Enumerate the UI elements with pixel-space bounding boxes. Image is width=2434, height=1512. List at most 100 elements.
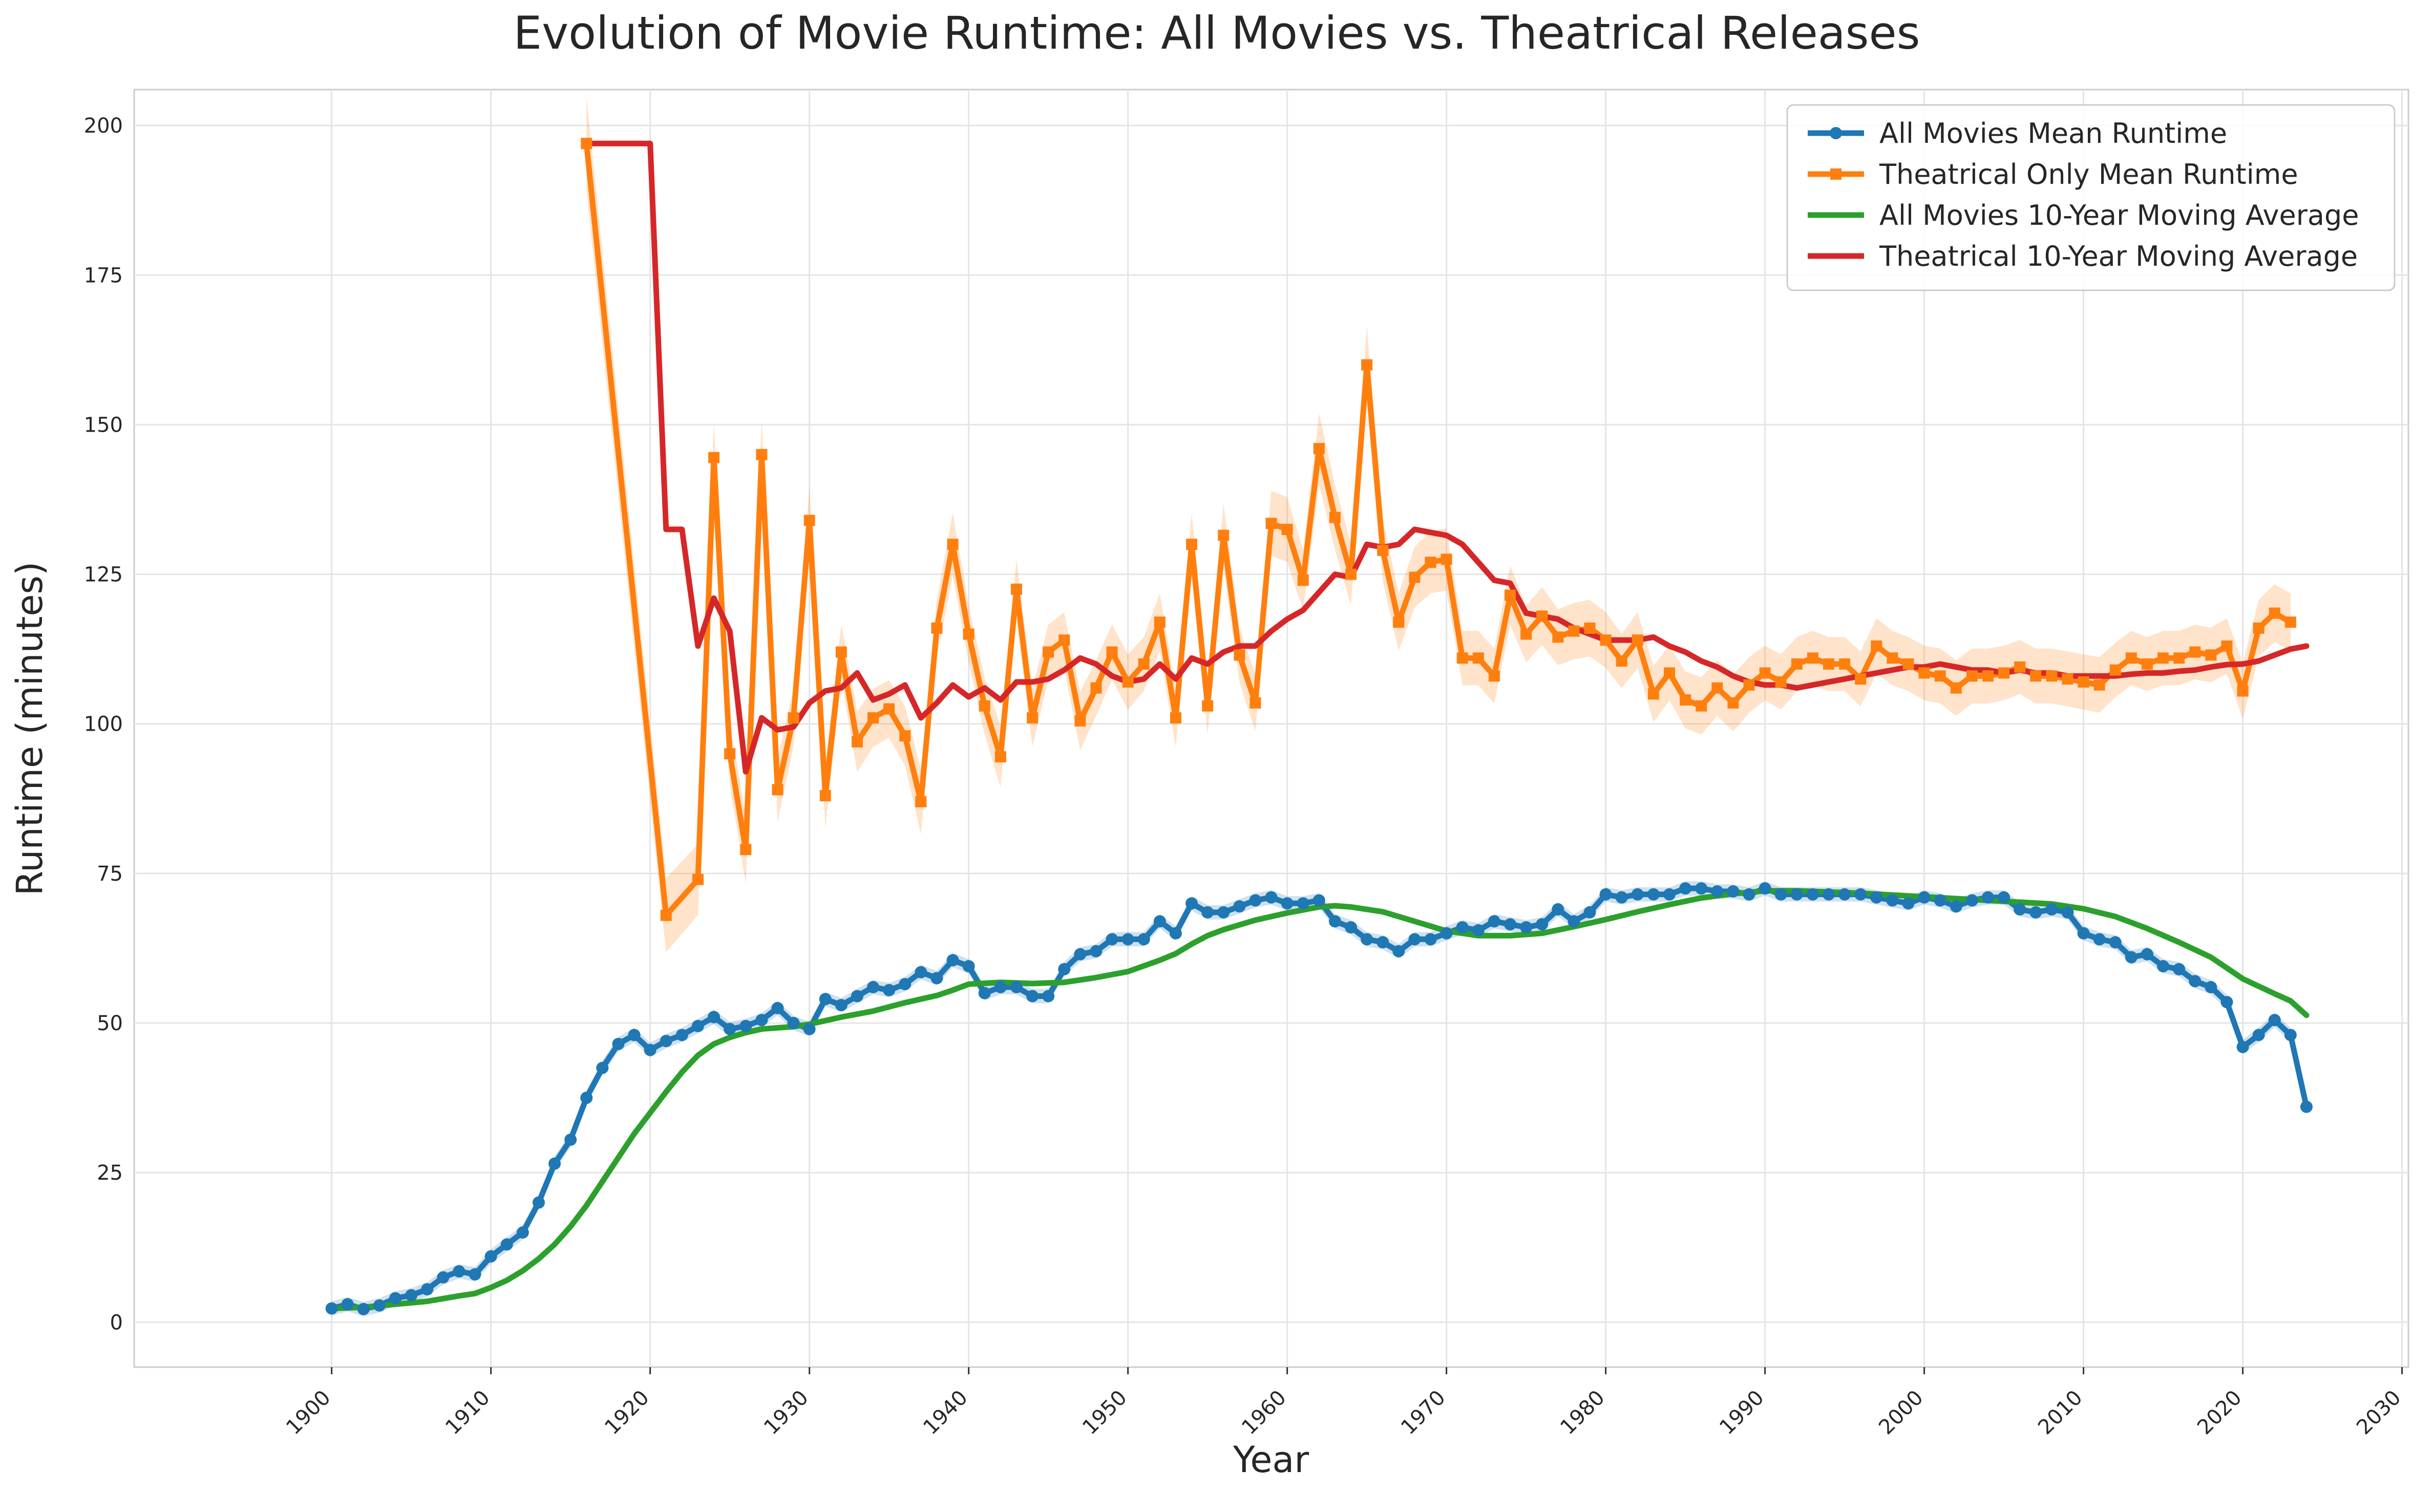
series-markers: [325, 138, 2313, 1315]
data-point: [1966, 670, 1978, 682]
data-point: [1409, 571, 1421, 583]
data-point: [1265, 518, 1277, 529]
y-tick-label: 0: [110, 1311, 123, 1334]
data-point: [2029, 906, 2042, 919]
data-point: [1871, 640, 1882, 652]
grid: [134, 90, 2408, 1367]
data-point: [628, 1029, 641, 1041]
data-point: [819, 790, 831, 801]
data-point: [803, 515, 815, 526]
data-point: [2061, 906, 2074, 919]
data-point: [1186, 539, 1198, 550]
y-tick-label: 150: [84, 413, 123, 437]
data-point: [915, 966, 927, 978]
y-tick-label: 25: [97, 1161, 123, 1185]
data-point: [1711, 682, 1723, 694]
data-point: [2093, 933, 2106, 946]
data-point: [1696, 700, 1707, 712]
data-point: [1870, 891, 1883, 904]
y-tick-label: 200: [84, 114, 123, 138]
y-axis-label: Runtime (minutes): [9, 562, 51, 896]
data-point: [1950, 900, 1962, 913]
data-point: [453, 1265, 465, 1278]
data-point: [1425, 557, 1436, 568]
data-point: [660, 909, 672, 921]
data-point: [1313, 894, 1325, 907]
data-point: [788, 712, 799, 724]
data-point: [962, 960, 975, 973]
data-point: [787, 1017, 800, 1030]
data-point: [1153, 915, 1166, 928]
data-point: [1233, 900, 1246, 913]
legend-box: [1786, 104, 2396, 291]
legend-label: All Movies Mean Runtime: [1879, 117, 2227, 150]
data-point: [1615, 891, 1628, 904]
data-point: [532, 1196, 545, 1209]
data-point: [1328, 915, 1341, 928]
data-point: [1855, 673, 1867, 685]
data-point: [484, 1250, 497, 1263]
data-point: [724, 748, 736, 760]
data-point: [2221, 640, 2233, 652]
data-point: [1472, 652, 1484, 664]
data-point: [739, 1019, 752, 1032]
data-point: [1090, 945, 1103, 957]
data-point: [1520, 628, 1532, 640]
data-point: [1297, 897, 1309, 910]
data-point: [867, 712, 879, 724]
data-point: [2093, 679, 2105, 691]
data-point: [994, 981, 1007, 993]
data-point: [516, 1226, 529, 1239]
data-point: [1234, 649, 1245, 661]
data-point: [1281, 523, 1293, 535]
data-point: [2220, 996, 2233, 1009]
data-point: [389, 1292, 402, 1305]
data-point: [1854, 888, 1867, 901]
data-point: [325, 1302, 338, 1315]
data-point: [1456, 652, 1468, 664]
data-point: [1886, 894, 1899, 907]
data-point: [2189, 975, 2202, 988]
data-point: [708, 1011, 721, 1024]
y-tick-label: 175: [84, 264, 123, 287]
data-point: [899, 730, 911, 742]
data-point: [1806, 888, 1819, 901]
data-point: [1934, 894, 1946, 907]
data-point: [2253, 622, 2264, 634]
data-point: [1998, 891, 2010, 904]
data-point: [1504, 918, 1516, 931]
data-point: [1345, 568, 1357, 580]
data-point: [1680, 694, 1691, 706]
data-point: [1090, 682, 1102, 694]
data-point: [1536, 918, 1549, 931]
data-point: [1010, 583, 1022, 595]
data-point: [1361, 933, 1373, 946]
data-point: [1408, 933, 1421, 946]
data-point: [1775, 676, 1787, 688]
data-point: [1027, 712, 1039, 724]
y-tick-label: 100: [84, 713, 123, 736]
data-point: [2205, 649, 2217, 661]
data-point: [1902, 897, 1915, 910]
data-point: [1838, 888, 1851, 901]
data-point: [1887, 652, 1898, 664]
data-point: [2189, 646, 2201, 658]
data-point: [835, 646, 847, 658]
data-point: [2109, 936, 2122, 949]
data-point: [2268, 1014, 2281, 1027]
data-point: [2205, 981, 2217, 993]
data-point: [357, 1303, 370, 1315]
data-point: [835, 998, 848, 1011]
data-point: [1377, 936, 1389, 949]
data-point: [1647, 888, 1660, 901]
data-point: [2045, 903, 2058, 916]
data-point: [2046, 670, 2058, 682]
data-point: [1774, 888, 1787, 901]
data-point: [1440, 927, 1453, 940]
data-point: [2157, 652, 2169, 664]
data-point: [548, 1157, 561, 1170]
y-tick-label: 75: [97, 862, 123, 886]
data-point: [2173, 963, 2186, 975]
data-point: [1520, 921, 1533, 934]
data-point: [899, 978, 912, 991]
